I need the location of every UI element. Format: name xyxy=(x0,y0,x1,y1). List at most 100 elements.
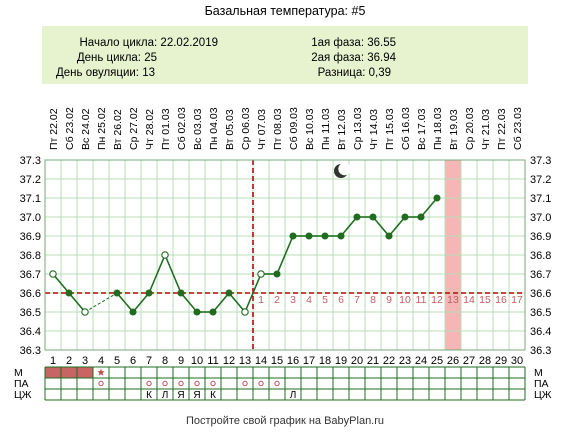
temperature-point-open xyxy=(241,308,249,316)
date-label: Сб 23.03 xyxy=(512,107,524,150)
phase1-label: 1ая фаза: 36.55 xyxy=(311,37,396,49)
cycle-start-label: Начало цикла: 22.02.2019 xyxy=(80,37,219,49)
footer-text: Постройте свой график на BabyPlan.ru xyxy=(186,415,384,427)
temperature-segment xyxy=(388,216,406,237)
y-tick-label-right: 36.5 xyxy=(530,307,551,319)
temperature-point-open xyxy=(161,251,169,259)
date-label: Сб 16.03 xyxy=(400,107,412,150)
date-label: Вс 03.03 xyxy=(192,108,204,150)
post-ovulation-day-number: 7 xyxy=(354,294,360,306)
date-label: Чт 14.03 xyxy=(368,109,380,150)
date-label: Пн 18.03 xyxy=(432,107,444,150)
pa-ring-marker xyxy=(146,380,152,387)
date-label: Пн 04.03 xyxy=(208,107,220,150)
y-tick-label-left: 36.3 xyxy=(20,345,41,357)
day-number-label: 6 xyxy=(130,355,136,367)
y-tick-label-left: 36.7 xyxy=(20,269,41,281)
table-row-label-right: М xyxy=(534,367,543,379)
temperature-point xyxy=(209,308,217,316)
y-tick-label-right: 36.3 xyxy=(530,345,551,357)
table-row-label-right: ЦЖ xyxy=(534,389,552,401)
table-row-label-right: ПА xyxy=(534,378,549,390)
day-number-label: 19 xyxy=(335,355,347,367)
menstruation-cell xyxy=(61,367,77,378)
y-tick-label-left: 36.9 xyxy=(20,231,41,243)
temperature-point xyxy=(225,289,233,297)
day-number-label: 14 xyxy=(255,355,267,367)
y-tick-label-right: 37.1 xyxy=(530,193,551,205)
date-label: Пт 15.03 xyxy=(384,108,396,150)
temperature-point xyxy=(337,232,345,240)
temperature-segment xyxy=(148,254,166,294)
pa-ring-marker xyxy=(194,380,200,387)
post-ovulation-day-number: 6 xyxy=(338,294,344,306)
post-ovulation-day-number: 3 xyxy=(290,294,296,306)
day-number-label: 7 xyxy=(146,355,152,367)
date-label: Вс 24.02 xyxy=(80,108,92,150)
date-label: Чт 21.03 xyxy=(480,109,492,150)
post-ovulation-day-number: 11 xyxy=(416,294,427,306)
date-label: Вс 17.03 xyxy=(416,108,428,150)
temperature-segment xyxy=(164,254,182,294)
temperature-segment xyxy=(180,292,198,313)
y-tick-label-left: 36.8 xyxy=(20,250,41,262)
ovulation-day-label: День овуляции: 13 xyxy=(56,67,155,79)
temperature-segment xyxy=(212,292,230,313)
day-number-label: 11 xyxy=(207,355,218,367)
date-label: Пт 22.02 xyxy=(48,108,60,150)
temperature-gap-segment xyxy=(84,292,118,313)
star-icon xyxy=(97,368,105,376)
day-number-label: 9 xyxy=(178,355,184,367)
date-label: Пт 01.03 xyxy=(160,108,172,150)
y-tick-label-right: 37.2 xyxy=(530,174,551,186)
pa-ring-marker xyxy=(242,380,248,387)
symptom-label: К xyxy=(210,390,216,401)
pa-ring-marker xyxy=(98,380,104,387)
date-label: Ср 06.03 xyxy=(240,107,252,150)
difference-label: Разница: 0,39 xyxy=(318,67,391,79)
day-number-label: 5 xyxy=(114,355,120,367)
day-number-label: 3 xyxy=(82,355,88,367)
post-ovulation-day-number: 16 xyxy=(495,294,507,306)
y-tick-label-right: 37.0 xyxy=(530,212,551,224)
day-number-label: 12 xyxy=(223,355,235,367)
temperature-segment xyxy=(52,273,70,294)
day-number-label: 18 xyxy=(319,355,331,367)
y-tick-label-left: 37.2 xyxy=(20,174,41,186)
date-axis-labels: Пт 22.02 Сб 23.02 Вс 24.02 Пн 25.02 Вт 26.02… xyxy=(48,107,524,150)
date-label: Вт 05.03 xyxy=(224,109,236,150)
temperature-segment xyxy=(244,273,262,313)
y-axis-right-labels: 37.3 37.2 37.1 37.0 36.9 36.8 36.7 36.6 36.5 36.4… xyxy=(530,155,551,357)
y-tick-label-right: 36.4 xyxy=(530,326,551,338)
menstruation-cell xyxy=(77,367,93,378)
temperature-point xyxy=(369,213,377,221)
day-number-label: 17 xyxy=(303,355,315,367)
date-label: Сб 09.03 xyxy=(288,107,300,150)
temperature-point xyxy=(129,308,137,316)
y-tick-label-left: 36.4 xyxy=(20,326,41,338)
temperature-point xyxy=(113,289,121,297)
post-ovulation-day-number: 2 xyxy=(274,294,280,306)
temperature-point xyxy=(177,289,185,297)
post-ovulation-day-number: 9 xyxy=(386,294,392,306)
post-ovulation-day-number: 1 xyxy=(258,294,264,306)
date-label: Ср 27.02 xyxy=(128,107,140,150)
temperature-segment xyxy=(340,216,358,237)
date-label: Чт 28.02 xyxy=(144,109,156,150)
day-number-label: 20 xyxy=(351,355,363,367)
post-ovulation-day-number: 15 xyxy=(479,294,491,306)
post-ovulation-day-number: 12 xyxy=(431,294,443,306)
post-ovulation-day-numbers: 1 2 3 4 5 6 7 8 9 10 11 12 13 14 15 16 17 xyxy=(258,294,523,306)
temperature-segment xyxy=(132,292,150,313)
date-label: Вс 10.03 xyxy=(304,108,316,150)
symptom-label: К xyxy=(146,390,152,401)
temperature-point xyxy=(385,232,393,240)
pa-ring-marker xyxy=(162,380,168,387)
temperature-point xyxy=(65,289,73,297)
temperature-segment xyxy=(276,235,294,275)
menstruation-cell xyxy=(45,367,61,378)
plot-border xyxy=(44,159,526,351)
y-tick-label-right: 36.8 xyxy=(530,250,551,262)
